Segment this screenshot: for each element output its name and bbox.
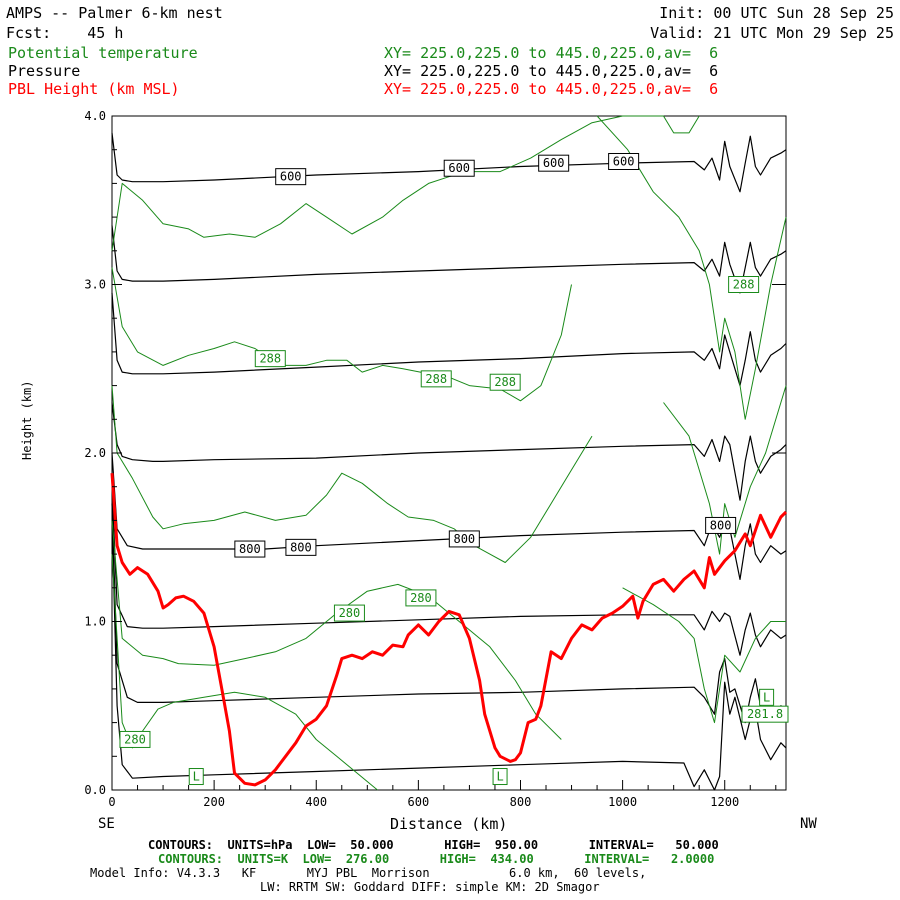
pressure-contour-label-box: [608, 152, 640, 170]
plot-frame: [111, 115, 787, 791]
grid-layer: [772, 115, 786, 791]
theta-contour-line: [622, 587, 786, 724]
x-tick-label: 0: [108, 795, 115, 809]
x-tick-label: 400: [305, 795, 327, 809]
y-tick-label: 4.0: [84, 109, 106, 123]
theta-contour-label: 281.8: [747, 707, 783, 721]
y-axis-label: Height (km): [20, 380, 34, 460]
title: AMPS -- Palmer 6-km nest: [6, 4, 223, 22]
footer-model-info-2: LW: RRTM SW: Goddard DIFF: simple KM: 2D…: [260, 880, 600, 894]
pbl-height-line: [110, 473, 788, 787]
footer-pressure-contours: CONTOURS: UNITS=hPa LOW= 50.000 HIGH= 95…: [148, 838, 719, 852]
theta-contour-label: L: [496, 770, 503, 784]
pbl-height-series: [110, 473, 788, 787]
theta-contour-line: [111, 115, 700, 251]
y-tick-label: 0.0: [84, 783, 106, 797]
theta-contour-label-box: [254, 350, 286, 368]
axis-ticks: 0 200 400 600 800 1000 1200 0.0 1.0 2.0 3.0 4.0: [84, 109, 777, 809]
pressure-contours: [111, 132, 787, 791]
theta-contours: [111, 115, 787, 791]
x-tick-label: 200: [203, 795, 225, 809]
legend-pressure-xy: XY= 225.0,225.0 to 445.0,225.0,av= 6: [384, 62, 719, 80]
contour-labels: 600 600 600 600 800 800 800 800 288 288 288 288 280 2…: [119, 152, 789, 786]
x-tick-label: 1200: [710, 795, 739, 809]
theta-contour-line: [111, 385, 593, 563]
theta-contour-label-box: [728, 276, 760, 293]
pressure-contour-line: [111, 452, 787, 581]
theta-contour-label-box: [405, 589, 437, 607]
x-axis-left-end-label: SE: [98, 816, 115, 832]
pressure-contour-line: [111, 225, 787, 294]
pressure-contour-label: 800: [290, 540, 312, 554]
theta-contour-label: 280: [410, 591, 432, 605]
theta-contour-label-box: [741, 705, 789, 723]
x-tick-label: 600: [408, 795, 430, 809]
theta-contour-label-box: [420, 370, 452, 388]
pressure-contour-label-box: [448, 530, 480, 548]
pressure-contour-label-box: [234, 540, 266, 558]
pressure-contour-label-box: [275, 168, 307, 186]
legend-potential-temperature: Potential temperature: [8, 44, 198, 62]
theta-contour-label-box: [333, 604, 365, 622]
theta-contour-line: [111, 520, 562, 740]
pressure-contour-line: [111, 402, 787, 501]
footer-model-info-1: Model Info: V4.3.3 KF MYJ PBL Morrison 6…: [90, 866, 647, 880]
theta-contour-line: [111, 267, 572, 402]
pressure-contour-line: [111, 132, 787, 193]
pressure-contour-label: 600: [543, 156, 565, 170]
pressure-contour-label: 800: [453, 532, 475, 546]
x-axis-right-end-label: NW: [800, 816, 817, 832]
theta-contour-label-box: [119, 730, 151, 748]
theta-contour-label: 288: [733, 278, 755, 292]
theta-contour-label: L: [193, 770, 200, 784]
pressure-contour-label-box: [285, 538, 317, 556]
x-tick-label: 800: [510, 795, 532, 809]
x-axis-label: Distance (km): [390, 815, 508, 833]
legend-pressure: Pressure: [8, 62, 81, 80]
theta-contour-label: 280: [339, 606, 361, 620]
theta-contour-label: L: [763, 690, 770, 704]
legend-pbl-height: PBL Height (km MSL): [8, 80, 180, 98]
x-tick-label: 1000: [608, 795, 637, 809]
legend-potential-temperature-xy: XY= 225.0,225.0 to 445.0,225.0,av= 6: [384, 44, 719, 62]
legend-pbl-height-xy: XY= 225.0,225.0 to 445.0,225.0,av= 6: [384, 80, 719, 98]
pressure-contour-label-box: [538, 154, 570, 172]
init-time: Init: 00 UTC Sun 28 Sep 25: [659, 4, 894, 22]
y-tick-label: 1.0: [84, 615, 106, 629]
theta-contour-label: 288: [425, 372, 447, 386]
theta-contour-label: 280: [124, 732, 146, 746]
theta-contour-label: 288: [494, 375, 516, 389]
pressure-contour-line: [111, 520, 787, 791]
valid-time: Valid: 21 UTC Mon 29 Sep 25: [650, 24, 894, 42]
theta-contour-label-box: [759, 688, 775, 706]
pressure-contour-label: 800: [239, 542, 261, 556]
pressure-contour-label-box: [443, 159, 475, 177]
pressure-contour-label: 800: [710, 518, 732, 532]
pressure-contour-line: [111, 486, 787, 656]
pressure-contour-label-box: [705, 516, 737, 534]
footer-theta-contours: CONTOURS: UNITS=K LOW= 276.00 HIGH= 434.…: [158, 852, 715, 866]
y-tick-label: 2.0: [84, 446, 106, 460]
theta-contour-label-box: [188, 768, 204, 786]
pressure-contour-label: 600: [280, 170, 302, 184]
pressure-contour-label: 600: [448, 161, 470, 175]
y-tick-label: 3.0: [84, 278, 106, 292]
theta-contour-line: [596, 115, 787, 420]
forecast-hour: Fcst: 45 h: [6, 24, 124, 42]
theta-contour-label-box: [492, 768, 508, 786]
pressure-contour-label: 600: [613, 154, 635, 168]
theta-contour-label: 288: [259, 352, 281, 366]
theta-contour-label-box: [489, 373, 521, 391]
